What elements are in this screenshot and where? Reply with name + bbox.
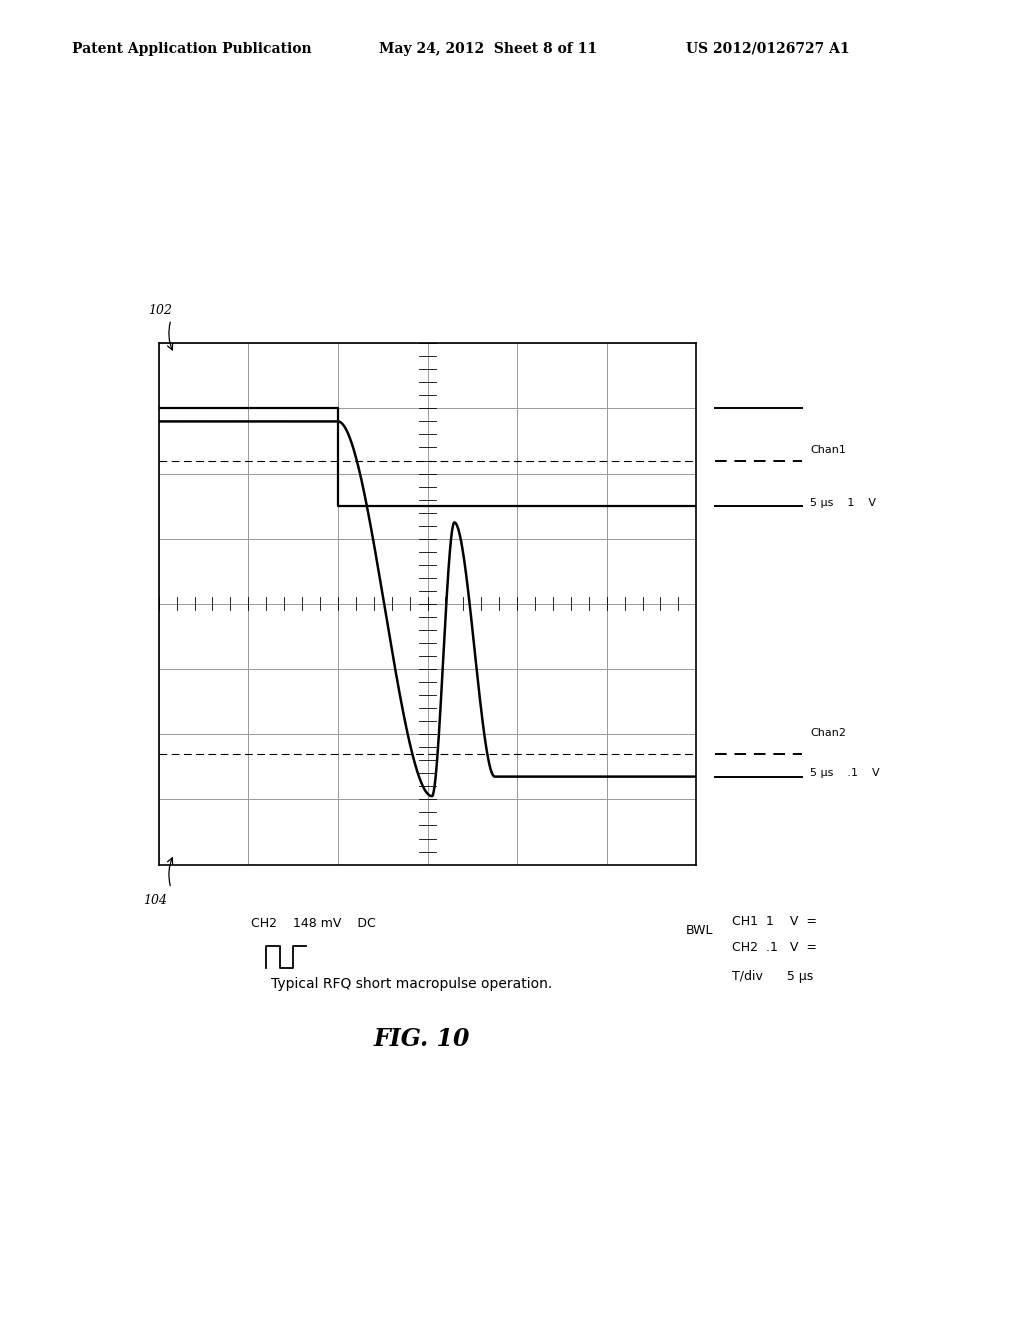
- Text: FIG. 10: FIG. 10: [374, 1027, 470, 1051]
- Text: Chan2: Chan2: [810, 727, 846, 738]
- Text: CH2  .1   V  =: CH2 .1 V =: [732, 941, 817, 954]
- Text: CH1  1    V  =: CH1 1 V =: [732, 915, 817, 928]
- Text: 102: 102: [148, 304, 172, 317]
- Text: CH2    148 mV    DC: CH2 148 mV DC: [251, 917, 376, 931]
- Text: US 2012/0126727 A1: US 2012/0126727 A1: [686, 41, 850, 55]
- Text: Patent Application Publication: Patent Application Publication: [72, 41, 311, 55]
- Text: Chan1: Chan1: [810, 445, 846, 455]
- Text: May 24, 2012  Sheet 8 of 11: May 24, 2012 Sheet 8 of 11: [379, 41, 597, 55]
- Text: T/div      5 μs: T/div 5 μs: [732, 970, 813, 983]
- Text: BWL: BWL: [686, 924, 714, 937]
- Text: 5 μs    .1    V: 5 μs .1 V: [810, 768, 880, 777]
- Text: 104: 104: [143, 894, 167, 907]
- Text: 5 μs    1    V: 5 μs 1 V: [810, 499, 876, 508]
- Text: Typical RFQ short macropulse operation.: Typical RFQ short macropulse operation.: [271, 977, 553, 991]
